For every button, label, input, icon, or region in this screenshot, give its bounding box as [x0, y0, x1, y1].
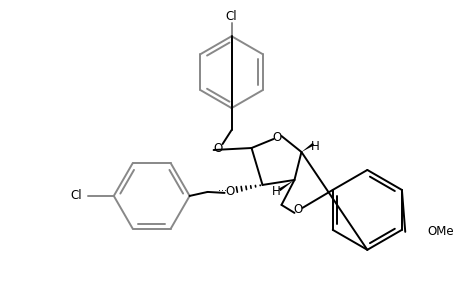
- Text: Cl: Cl: [70, 189, 82, 203]
- Text: H: H: [310, 140, 319, 152]
- Text: O: O: [272, 130, 281, 143]
- Polygon shape: [278, 180, 294, 191]
- Text: OMe: OMe: [426, 225, 453, 239]
- Text: O: O: [293, 203, 302, 216]
- Text: O: O: [213, 142, 222, 154]
- Polygon shape: [301, 143, 313, 152]
- Text: O: O: [224, 185, 234, 198]
- Text: H: H: [272, 185, 280, 198]
- Text: ···: ···: [218, 186, 227, 196]
- Text: Cl: Cl: [225, 10, 237, 23]
